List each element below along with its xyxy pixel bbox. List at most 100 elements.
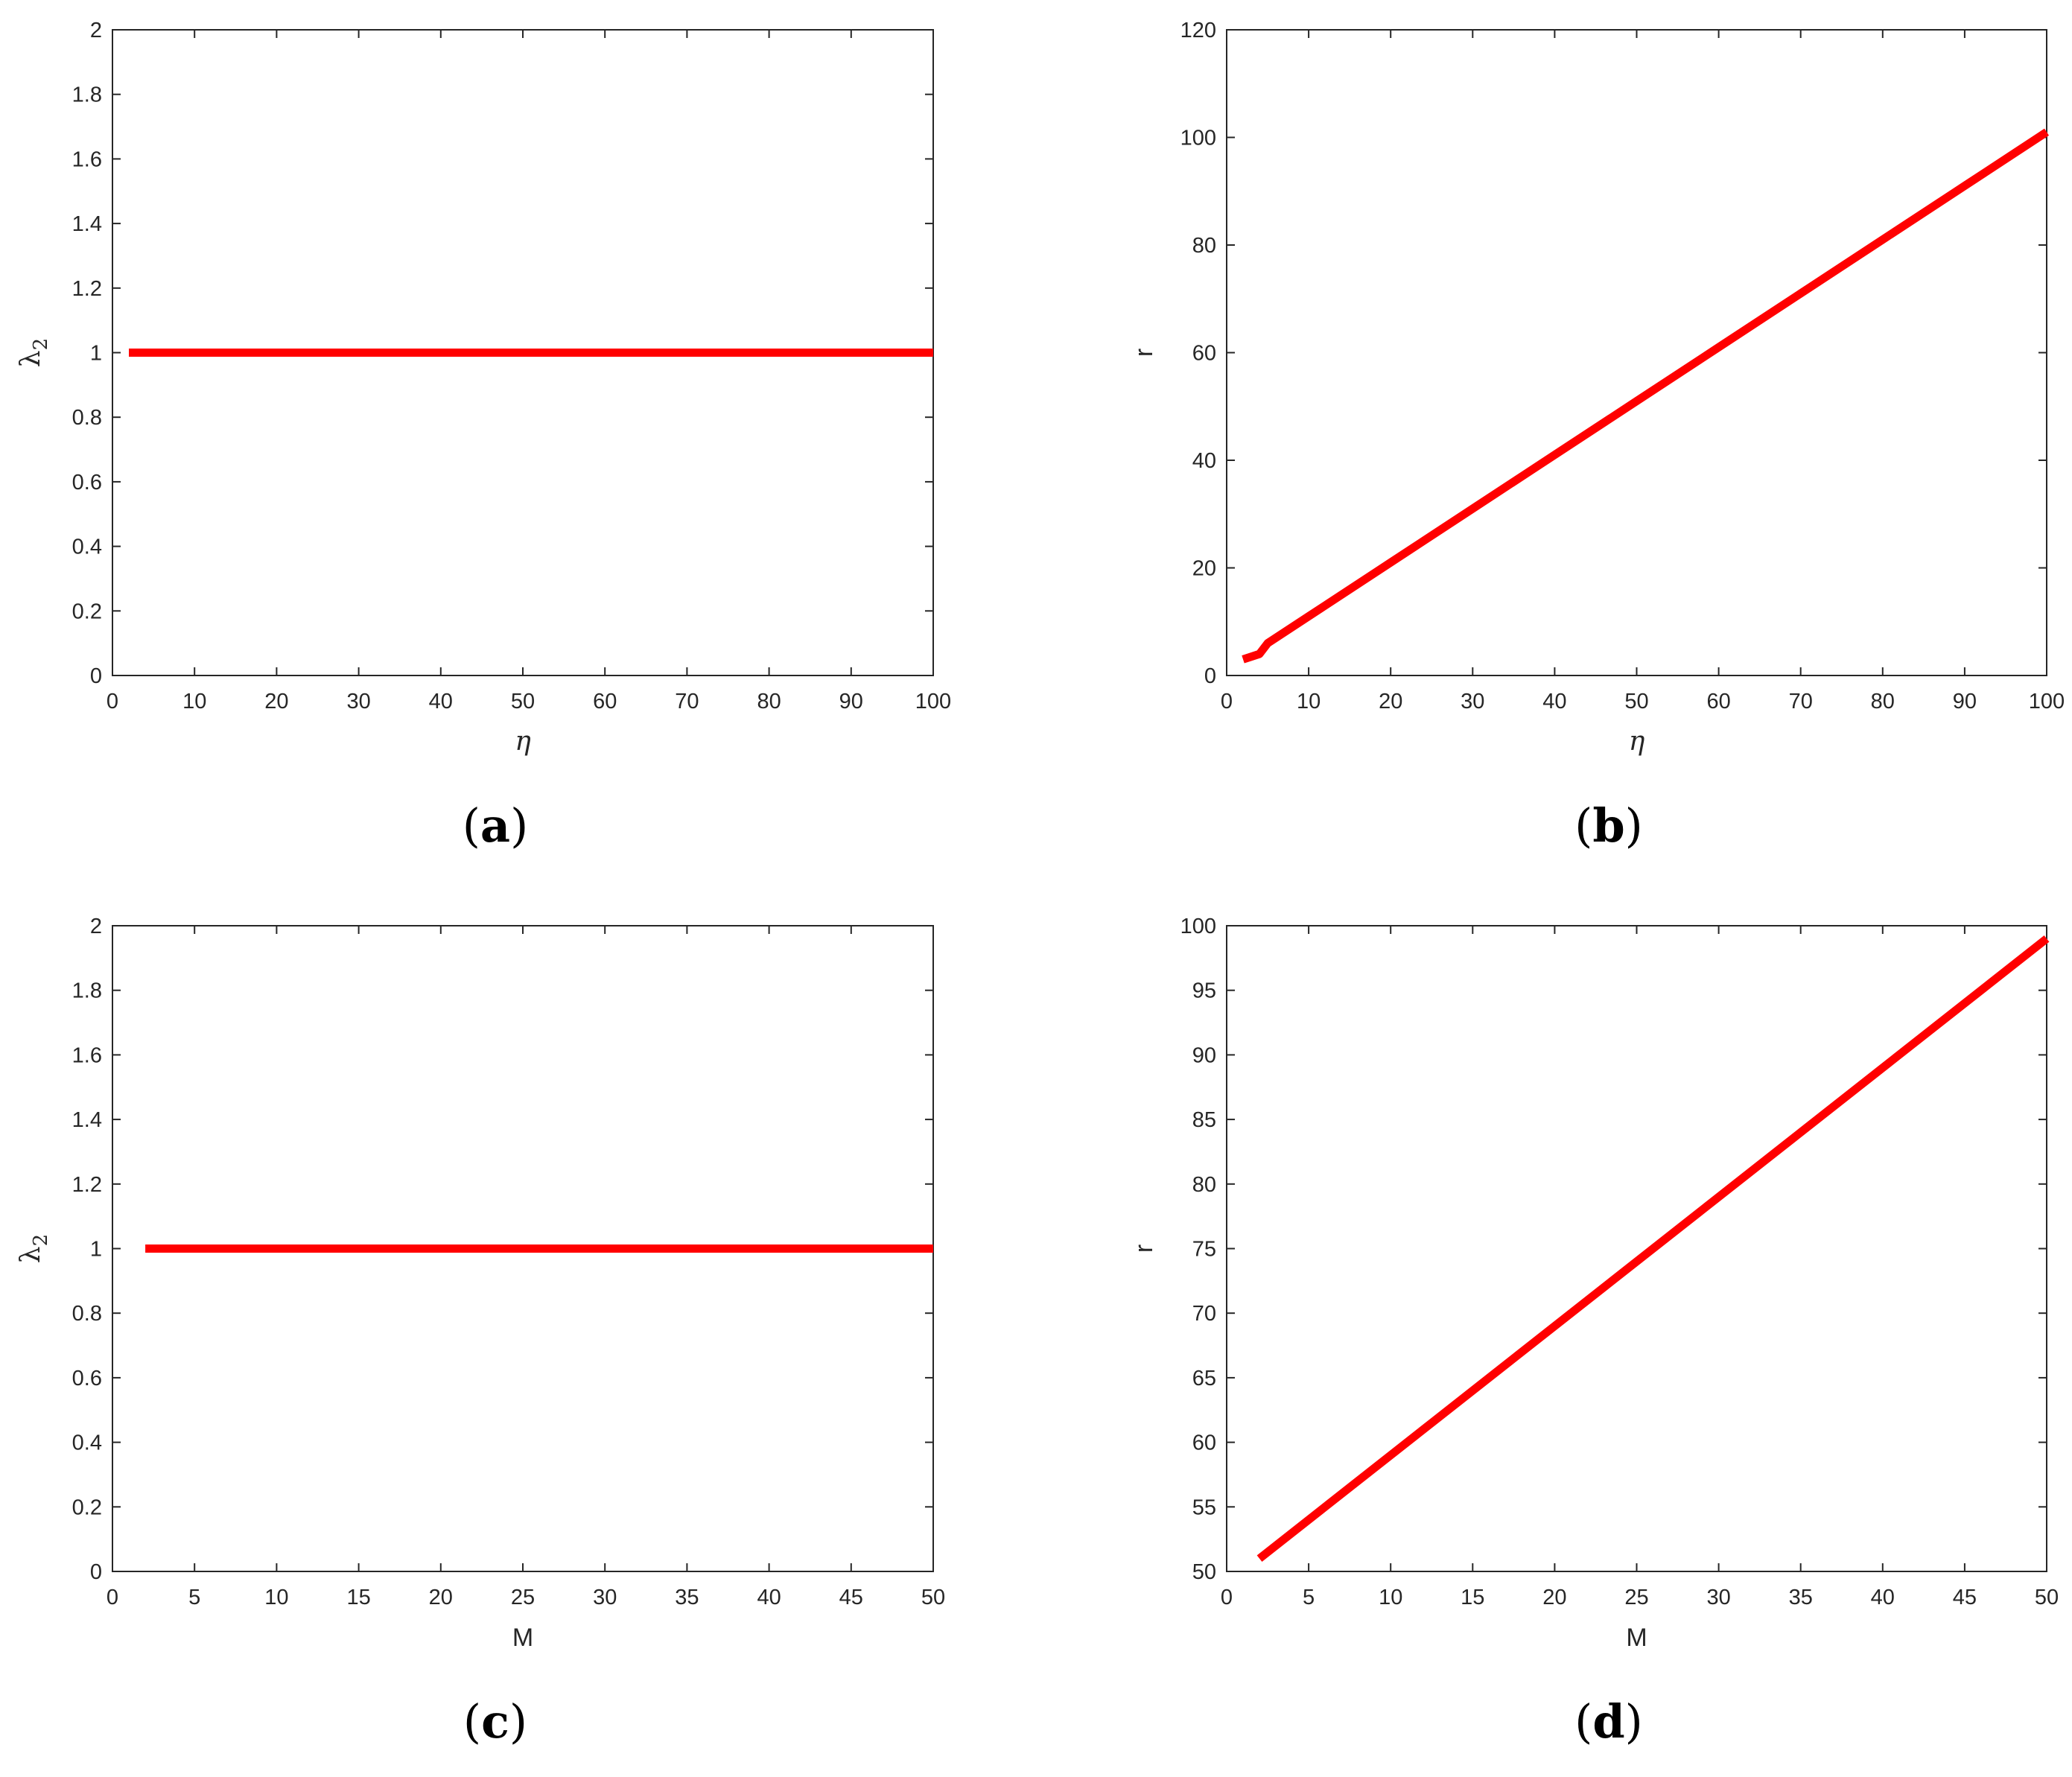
x-tick-label: 10 [1379, 1586, 1402, 1609]
y-tick-label: 40 [1192, 449, 1216, 473]
y-tick-label: 1.2 [72, 277, 102, 301]
y-tick-label: 0.8 [72, 1302, 102, 1326]
y-tick-label: 20 [1192, 557, 1216, 581]
x-tick-label: 10 [1297, 690, 1321, 713]
x-tick-label: 30 [1706, 1586, 1730, 1609]
x-tick-label: 30 [346, 690, 370, 713]
y-tick-label: 50 [1192, 1560, 1216, 1584]
y-tick-label: 120 [1180, 19, 1216, 42]
y-tick-label: 100 [1180, 127, 1216, 150]
y-tick-label: 0 [90, 664, 102, 688]
y-tick-label: 2 [90, 19, 102, 42]
chart-panel-b: 0 10 20 30 40 50 60 70 80 90 100 0 20 40 60 80 100 120 η r (… [1130, 19, 2065, 853]
x-tick-label: 90 [1953, 690, 1977, 713]
x-tick-label: 30 [1461, 690, 1484, 713]
y-tick-label: 0.4 [72, 1431, 102, 1455]
y-tick-label: 95 [1192, 979, 1216, 1003]
y-tick-label: 1 [90, 1238, 102, 1262]
y-tick-label: 85 [1192, 1108, 1216, 1132]
panel-caption: (c) [463, 1694, 527, 1749]
y-tick-label: 0 [90, 1560, 102, 1584]
x-tick-label: 40 [757, 1586, 781, 1609]
y-tick-label: 80 [1192, 1173, 1216, 1197]
x-tick-label: 45 [1953, 1586, 1977, 1609]
x-tick-label: 40 [1542, 690, 1566, 713]
x-tick-label: 0 [1221, 690, 1233, 713]
x-tick-label: 10 [182, 690, 206, 713]
x-tick-label: 60 [1706, 690, 1730, 713]
y-tick-label: 1.4 [72, 212, 102, 236]
x-tick-label: 0 [1221, 1586, 1233, 1609]
x-tick-label: 50 [511, 690, 535, 713]
y-tick-label: 90 [1192, 1043, 1216, 1067]
x-tick-label: 100 [2029, 690, 2065, 713]
chart-panel-c: 0 5 10 15 20 25 30 35 40 45 50 0 0.2 0.4 0.6 0.8 1 1.2 1.4… [16, 915, 945, 1749]
x-tick-label: 45 [839, 1586, 863, 1609]
x-tick-label: 70 [1789, 690, 1813, 713]
panel-caption: (b) [1574, 798, 1643, 853]
x-tick-label: 50 [1624, 690, 1648, 713]
y-tick-label: 1.2 [72, 1173, 102, 1197]
series-line [1256, 935, 2050, 1562]
plot-frame [1226, 925, 2047, 1572]
x-tick-label: 15 [1461, 1586, 1484, 1609]
x-tick-label: 70 [675, 690, 699, 713]
x-tick-label: 60 [593, 690, 617, 713]
x-tick-label: 90 [839, 690, 863, 713]
y-tick-label: 0.2 [72, 600, 102, 623]
y-tick-label: 75 [1192, 1238, 1216, 1262]
x-tick-label: 100 [915, 690, 951, 713]
panel-caption: (d) [1574, 1694, 1643, 1749]
y-axis-label: r [1130, 349, 1158, 357]
y-tick-label: 65 [1192, 1367, 1216, 1390]
x-tick-label: 20 [264, 690, 288, 713]
x-tick-label: 0 [107, 690, 118, 713]
x-axis-label: M [512, 1624, 533, 1652]
plot-frame [1226, 29, 2047, 676]
chart-panel-a: 0 10 20 30 40 50 60 70 80 90 100 0 0.2 0.4 0.6 0.8 1 1.2 1… [16, 19, 951, 853]
y-tick-label: 2 [90, 915, 102, 938]
y-tick-label: 0.6 [72, 471, 102, 495]
y-tick-label: 1 [90, 342, 102, 366]
x-tick-label: 20 [1542, 1586, 1566, 1609]
y-tick-label: 1.6 [72, 1043, 102, 1067]
y-tick-label: 1.4 [72, 1108, 102, 1132]
x-tick-label: 40 [1871, 1586, 1895, 1609]
x-tick-label: 25 [511, 1586, 535, 1609]
x-tick-label: 0 [107, 1586, 118, 1609]
series-line [1242, 128, 2050, 664]
y-tick-label: 70 [1192, 1302, 1216, 1326]
y-tick-label: 0.8 [72, 406, 102, 430]
y-tick-label: 60 [1192, 1431, 1216, 1455]
x-tick-label: 5 [188, 1586, 200, 1609]
x-tick-label: 5 [1303, 1586, 1315, 1609]
x-tick-label: 40 [429, 690, 453, 713]
x-tick-label: 35 [1789, 1586, 1813, 1609]
y-axis-label: r [1130, 1244, 1158, 1253]
x-tick-label: 25 [1624, 1586, 1648, 1609]
chart-panel-d: 0 5 10 15 20 25 30 35 40 45 50 50 55 60 65 70 75 80 85 90 95… [1130, 915, 2059, 1749]
x-axis-label: η [1629, 726, 1645, 757]
y-tick-label: 0.4 [72, 535, 102, 559]
x-tick-label: 80 [1871, 690, 1895, 713]
y-tick-label: 60 [1192, 342, 1216, 366]
y-tick-label: 1.6 [72, 147, 102, 171]
y-tick-label: 80 [1192, 234, 1216, 258]
x-tick-label: 20 [1379, 690, 1402, 713]
x-tick-label: 30 [593, 1586, 617, 1609]
y-tick-label: 1.8 [72, 979, 102, 1003]
x-axis-label: M [1626, 1624, 1647, 1652]
x-tick-label: 15 [346, 1586, 370, 1609]
x-tick-label: 10 [264, 1586, 288, 1609]
panel-caption: (a) [463, 798, 529, 853]
y-axis-label: λ2 [16, 1234, 52, 1263]
y-axis-label: λ2 [16, 338, 52, 367]
x-tick-label: 35 [675, 1586, 699, 1609]
y-tick-label: 100 [1180, 915, 1216, 938]
x-tick-label: 80 [757, 690, 781, 713]
y-tick-label: 55 [1192, 1495, 1216, 1519]
x-tick-label: 20 [429, 1586, 453, 1609]
x-axis-label: η [515, 726, 531, 757]
y-tick-label: 0 [1204, 664, 1216, 688]
